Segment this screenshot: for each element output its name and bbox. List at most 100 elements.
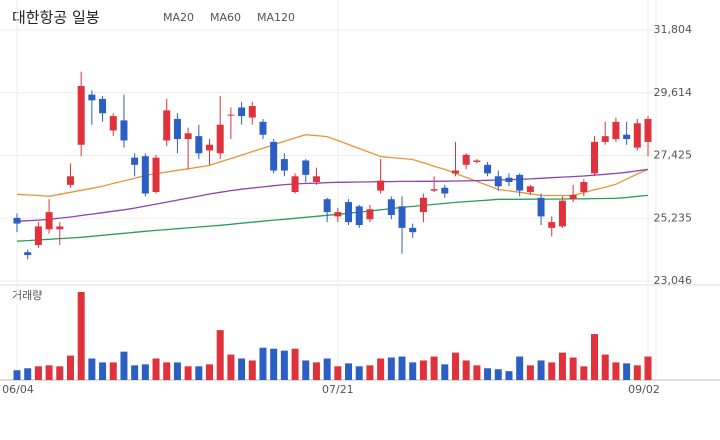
- volume-bar: [612, 362, 620, 380]
- volume-bar: [216, 330, 224, 380]
- volume-bar: [494, 369, 502, 380]
- candle-body: [109, 116, 117, 131]
- candle-body: [173, 118, 181, 140]
- volume-bar: [516, 356, 524, 380]
- volume-bar: [387, 357, 395, 380]
- volume-bar: [355, 366, 363, 380]
- y-tick-label: 25,235: [654, 211, 693, 224]
- candle-body: [259, 121, 267, 135]
- volume-bar: [451, 352, 459, 380]
- volume-bar: [34, 366, 42, 380]
- candle-body: [45, 212, 53, 230]
- candle-body: [569, 194, 577, 200]
- y-tick-label: 31,804: [654, 23, 693, 36]
- volume-bar: [270, 348, 278, 380]
- candle-body: [441, 187, 449, 194]
- y-tick-label: 29,614: [654, 86, 693, 99]
- volume-bar: [462, 360, 470, 380]
- candle-body: [216, 124, 224, 154]
- candle-body: [473, 160, 481, 162]
- volume-bar: [13, 370, 21, 380]
- candle-body: [312, 176, 320, 183]
- x-tick-label: 07/21: [322, 383, 354, 396]
- x-tick-label: 09/02: [628, 383, 660, 396]
- volume-bar: [302, 360, 310, 380]
- candle-body: [56, 226, 64, 230]
- volume-bar: [291, 348, 299, 380]
- candle-body: [77, 86, 85, 145]
- candle-body: [131, 157, 139, 165]
- candle-body: [398, 206, 406, 228]
- candle-body: [88, 94, 96, 101]
- volume-label: 거래량: [12, 289, 42, 302]
- volume-bar: [77, 292, 85, 380]
- volume-bar: [248, 360, 256, 380]
- volume-bar: [623, 363, 631, 380]
- volume-bar: [259, 347, 267, 380]
- volume-bar: [227, 354, 235, 380]
- volume-bar: [430, 356, 438, 380]
- volume-bar: [526, 365, 534, 380]
- candle-body: [163, 110, 171, 141]
- ma-line: [16, 134, 649, 197]
- chart-title: 대한항공 일봉: [12, 9, 100, 27]
- candle-body: [323, 199, 331, 213]
- volume-bar: [88, 358, 96, 380]
- volume-bar: [644, 356, 652, 380]
- candle-body: [302, 160, 310, 175]
- candle-body: [623, 134, 631, 140]
- candle-body: [270, 141, 278, 171]
- legend-label: MA120: [257, 11, 295, 24]
- candle-body: [516, 174, 524, 191]
- volume-bar: [66, 355, 74, 380]
- volume-bar: [131, 365, 139, 380]
- candle-body: [484, 164, 492, 174]
- legend-label: MA20: [163, 11, 194, 24]
- candle-body: [141, 156, 149, 194]
- volume-bar: [173, 362, 181, 380]
- candle-body: [430, 189, 438, 191]
- volume-bar: [505, 371, 513, 380]
- legend-label: MA60: [210, 11, 241, 24]
- candle-body: [451, 170, 459, 174]
- volume-bar: [580, 366, 588, 380]
- volume-bar: [484, 368, 492, 380]
- candle-body: [366, 209, 374, 220]
- volume-bar: [569, 357, 577, 380]
- candle-body: [462, 154, 470, 165]
- x-tick-label: 06/04: [2, 383, 34, 396]
- volume-bar: [419, 360, 427, 380]
- candle-body: [526, 186, 534, 193]
- candle-body: [601, 136, 609, 142]
- candle-body: [99, 98, 107, 114]
- volume-bar: [206, 364, 214, 380]
- candle-body: [206, 144, 214, 151]
- volume-bar: [591, 334, 599, 380]
- candle-body: [537, 197, 545, 217]
- volume-bar: [184, 366, 192, 380]
- candle-body: [644, 118, 652, 142]
- volume-bar: [120, 351, 128, 380]
- volume-bar: [109, 362, 117, 380]
- volume-bar: [398, 356, 406, 380]
- candle-body: [248, 106, 256, 118]
- volume-bar: [56, 366, 64, 380]
- candle-body: [120, 120, 128, 141]
- candle-body: [13, 217, 21, 224]
- candle-body: [195, 136, 203, 154]
- candle-body: [633, 123, 641, 148]
- volume-bar: [633, 365, 641, 380]
- candle-body: [409, 227, 417, 233]
- volume-bar: [558, 352, 566, 380]
- volume-bar: [195, 366, 203, 380]
- volume-bar: [99, 362, 107, 380]
- candle-body: [291, 176, 299, 193]
- volume-bar: [548, 362, 556, 380]
- candle-body: [377, 180, 385, 191]
- volume-bar: [334, 366, 342, 380]
- candle-body: [345, 202, 353, 223]
- volume-bar: [323, 358, 331, 380]
- candle-body: [355, 206, 363, 225]
- ma-line: [16, 168, 649, 222]
- volume-bar: [141, 364, 149, 380]
